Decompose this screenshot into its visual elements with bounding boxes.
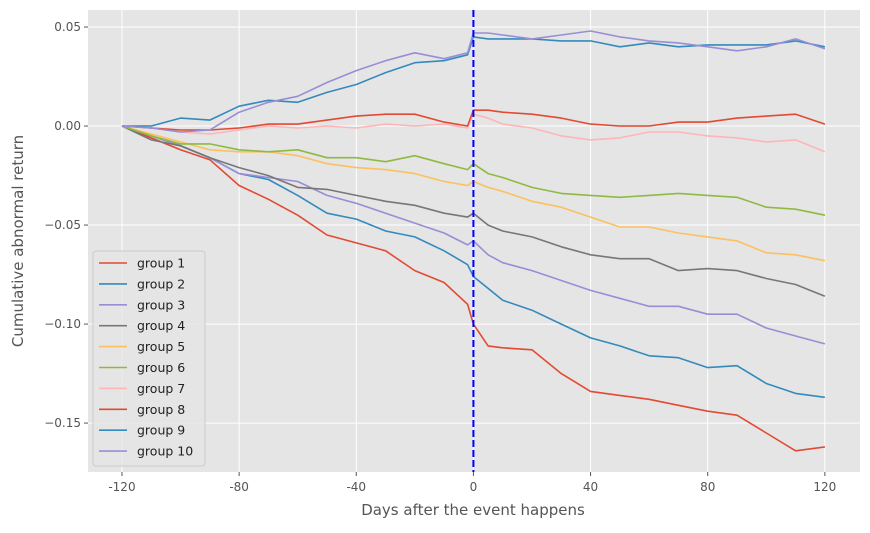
- legend: group 1 group 2 group 3 group 4 group 5 group…: [92, 250, 206, 467]
- x-tick-label: -80: [229, 480, 249, 494]
- legend-label: group 1: [137, 256, 185, 271]
- legend-label: group 2: [137, 276, 185, 291]
- legend-label: group 6: [137, 360, 185, 375]
- y-tick-label: 0.00: [54, 119, 81, 133]
- legend-label: group 4: [137, 318, 185, 333]
- x-tick-label: -120: [108, 480, 135, 494]
- legend-label: group 8: [137, 402, 185, 417]
- legend-label: group 7: [137, 381, 185, 396]
- x-tick-label: 120: [813, 480, 836, 494]
- legend-label: group 10: [137, 444, 193, 459]
- y-tick-label: 0.05: [54, 20, 81, 34]
- y-axis-label: Cumulative abnormal return: [9, 135, 27, 347]
- y-tick-label: −0.15: [44, 416, 81, 430]
- x-tick-label: 80: [700, 480, 715, 494]
- x-axis-label: Days after the event happens: [361, 501, 585, 519]
- x-tick-label: 0: [470, 480, 478, 494]
- x-tick-label: 40: [583, 480, 598, 494]
- x-tick-label: -40: [346, 480, 366, 494]
- legend-label: group 3: [137, 297, 185, 312]
- y-tick-label: −0.10: [44, 317, 81, 331]
- y-tick-label: −0.05: [44, 218, 81, 232]
- legend-label: group 5: [137, 339, 185, 354]
- legend-label: group 9: [137, 423, 185, 438]
